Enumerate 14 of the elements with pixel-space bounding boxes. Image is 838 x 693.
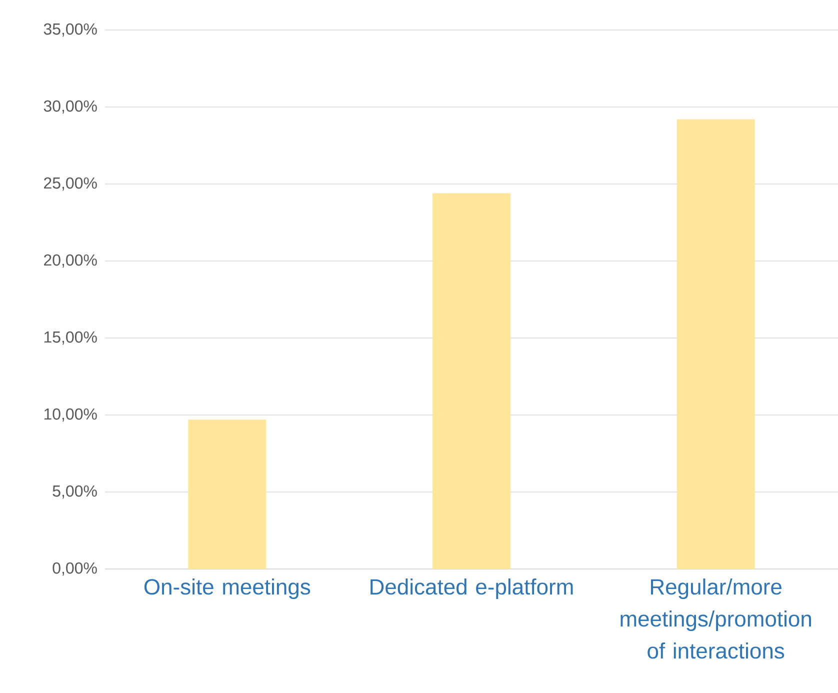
bar	[432, 193, 511, 569]
x-tick-label: Regular/more meetings/promotion of interactions	[620, 578, 811, 659]
y-tick-label: 35,00%	[44, 23, 97, 37]
y-tick-label: 15,00%	[44, 331, 97, 345]
y-tick-label: 30,00%	[44, 100, 97, 114]
x-tick-label: Dedicated e-platform	[370, 578, 573, 600]
bar	[188, 420, 266, 569]
y-tick-label: 20,00%	[44, 254, 97, 268]
x-tick-label: On-site meetings	[144, 578, 310, 600]
y-tick-label: 10,00%	[44, 408, 97, 422]
bar	[676, 119, 755, 569]
y-tick-label: 5,00%	[52, 485, 97, 499]
y-tick-label: 0,00%	[52, 562, 97, 576]
y-tick-label: 25,00%	[44, 177, 97, 191]
